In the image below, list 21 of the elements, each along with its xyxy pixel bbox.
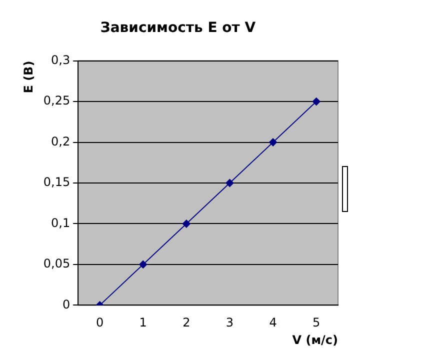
x-tick-label: 3 <box>226 316 234 330</box>
point <box>269 138 278 146</box>
x-tick-label: 1 <box>139 316 147 330</box>
y-tick-label: 0,25 <box>43 94 70 108</box>
y-tick-label: 0,2 <box>51 134 70 148</box>
y-tick-label: 0 <box>62 297 70 312</box>
x-axis-title: V (м/с) <box>292 332 338 347</box>
y-tick-label: 0,15 <box>43 175 70 190</box>
y-tick-label: 0,1 <box>51 216 70 230</box>
point <box>182 220 190 228</box>
point <box>139 260 148 268</box>
x-tick-label: 5 <box>312 316 320 330</box>
point <box>226 179 234 187</box>
y-tick-label: 0,05 <box>43 256 70 271</box>
y-tick-label: 0,3 <box>51 52 70 67</box>
chart-title: Зависимость E от V <box>100 20 256 36</box>
x-tick-label: 4 <box>269 316 277 330</box>
x-tick-label: 0 <box>96 316 104 330</box>
y-axis-title: E (В) <box>21 60 36 94</box>
x-tick-label: 2 <box>182 316 190 330</box>
point <box>312 98 320 106</box>
